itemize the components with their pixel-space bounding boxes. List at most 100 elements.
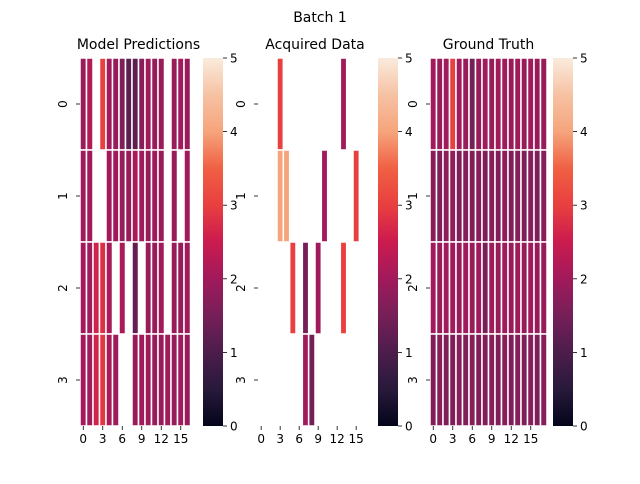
heatmap-cell: [157, 333, 166, 427]
heatmap-cell: [131, 149, 140, 243]
heatmap-cell: [111, 333, 120, 427]
heatmap-cell: [520, 57, 529, 151]
heatmap-cell: [507, 149, 516, 243]
heatmap-cell: [98, 241, 107, 335]
heatmap-cell: [176, 241, 185, 335]
heatmap-cell: [79, 149, 88, 243]
panel-title: Acquired Data: [265, 37, 365, 53]
heatmap-cell: [500, 241, 509, 335]
heatmap-cell: [455, 241, 464, 335]
heatmap-cell: [183, 149, 192, 243]
heatmap-cell: [520, 333, 529, 427]
heatmap-cell: [494, 149, 503, 243]
x-tick-label: 3: [99, 432, 107, 446]
colorbar-tick-label: 1: [580, 346, 588, 360]
heatmap-cell: [474, 333, 483, 427]
heatmap-cell: [144, 57, 153, 151]
colorbar-tick-label: 5: [580, 52, 588, 66]
heatmap-cell: [435, 333, 444, 427]
heatmap-cell: [111, 57, 120, 151]
heatmap-cell: [144, 241, 153, 335]
colorbar-tick-label: 1: [405, 346, 413, 360]
heatmap-cell: [461, 57, 470, 151]
heatmap-cell: [494, 241, 503, 335]
heatmap-cell: [481, 57, 490, 151]
heatmap-cell: [150, 333, 159, 427]
heatmap-cell: [526, 241, 535, 335]
heatmap-cell: [507, 57, 516, 151]
x-tick-label: 0: [429, 432, 437, 446]
colorbar-tick-label: 3: [230, 199, 238, 213]
heatmap-cell: [442, 57, 451, 151]
heatmap-cell: [314, 241, 323, 335]
heatmap-cell: [435, 57, 444, 151]
heatmap-cell: [455, 57, 464, 151]
heatmap-cell: [448, 57, 457, 151]
heatmap-cell: [176, 333, 185, 427]
heatmap-cell: [468, 241, 477, 335]
heatmap-cell: [448, 333, 457, 427]
heatmap-cell: [448, 149, 457, 243]
x-tick-label: 3: [449, 432, 457, 446]
heatmap-cell: [124, 57, 133, 151]
colorbar-tick-label: 4: [230, 125, 238, 139]
heatmap-cell: [98, 57, 107, 151]
x-tick-label: 15: [173, 432, 188, 446]
x-tick-label: 3: [276, 432, 284, 446]
heatmap-cell: [79, 241, 88, 335]
heatmap-cell: [481, 333, 490, 427]
heatmap-cell: [170, 333, 179, 427]
colorbar-tick-label: 0: [230, 420, 238, 434]
x-tick-label: 9: [138, 432, 146, 446]
heatmap-cell: [533, 241, 542, 335]
panel-title: Ground Truth: [443, 37, 534, 53]
heatmap-cell: [339, 241, 348, 335]
heatmap-cell: [183, 241, 192, 335]
colorbar: [378, 58, 398, 426]
heatmap-cell: [435, 149, 444, 243]
heatmap-cell: [170, 149, 179, 243]
heatmap-cell: [474, 149, 483, 243]
heatmap-cell: [520, 149, 529, 243]
heatmap-cell: [487, 57, 496, 151]
colorbar-tick-label: 4: [580, 125, 588, 139]
colorbar-tick-label: 3: [580, 199, 588, 213]
heatmap-cell: [513, 57, 522, 151]
heatmap-cell: [85, 57, 94, 151]
colorbar-tick-label: 5: [405, 52, 413, 66]
heatmap-cell: [163, 333, 172, 427]
heatmap-cell: [183, 333, 192, 427]
heatmap-cell: [85, 149, 94, 243]
heatmap-cell: [150, 241, 159, 335]
heatmap-cell: [105, 241, 114, 335]
heatmap-cell: [157, 149, 166, 243]
heatmap-cell: [526, 57, 535, 151]
heatmap-cell: [301, 333, 310, 427]
heatmap-cell: [157, 57, 166, 151]
heatmap-cell: [118, 57, 127, 151]
heatmap-cell: [276, 149, 285, 243]
x-tick-label: 9: [488, 432, 496, 446]
heatmap-cell: [79, 333, 88, 427]
y-tick-label: 3: [234, 376, 248, 384]
y-tick-label: 1: [234, 192, 248, 200]
heatmap-cell: [468, 57, 477, 151]
y-tick-label: 2: [56, 284, 70, 292]
heatmap-cell: [513, 333, 522, 427]
heatmap-cell: [176, 57, 185, 151]
heatmap-cell: [442, 333, 451, 427]
colorbar-tick-label: 0: [405, 420, 413, 434]
colorbar-tick-label: 0: [580, 420, 588, 434]
heatmap-cell: [124, 149, 133, 243]
heatmap-cell: [183, 57, 192, 151]
colorbar-tick-label: 4: [405, 125, 413, 139]
x-tick-label: 15: [523, 432, 538, 446]
y-tick-label: 0: [406, 100, 420, 108]
heatmap-cell: [533, 333, 542, 427]
heatmap-cell: [513, 149, 522, 243]
heatmap-cell: [500, 57, 509, 151]
heatmap-cell: [137, 333, 146, 427]
heatmap-cell: [79, 57, 88, 151]
heatmap-cell: [307, 333, 316, 427]
